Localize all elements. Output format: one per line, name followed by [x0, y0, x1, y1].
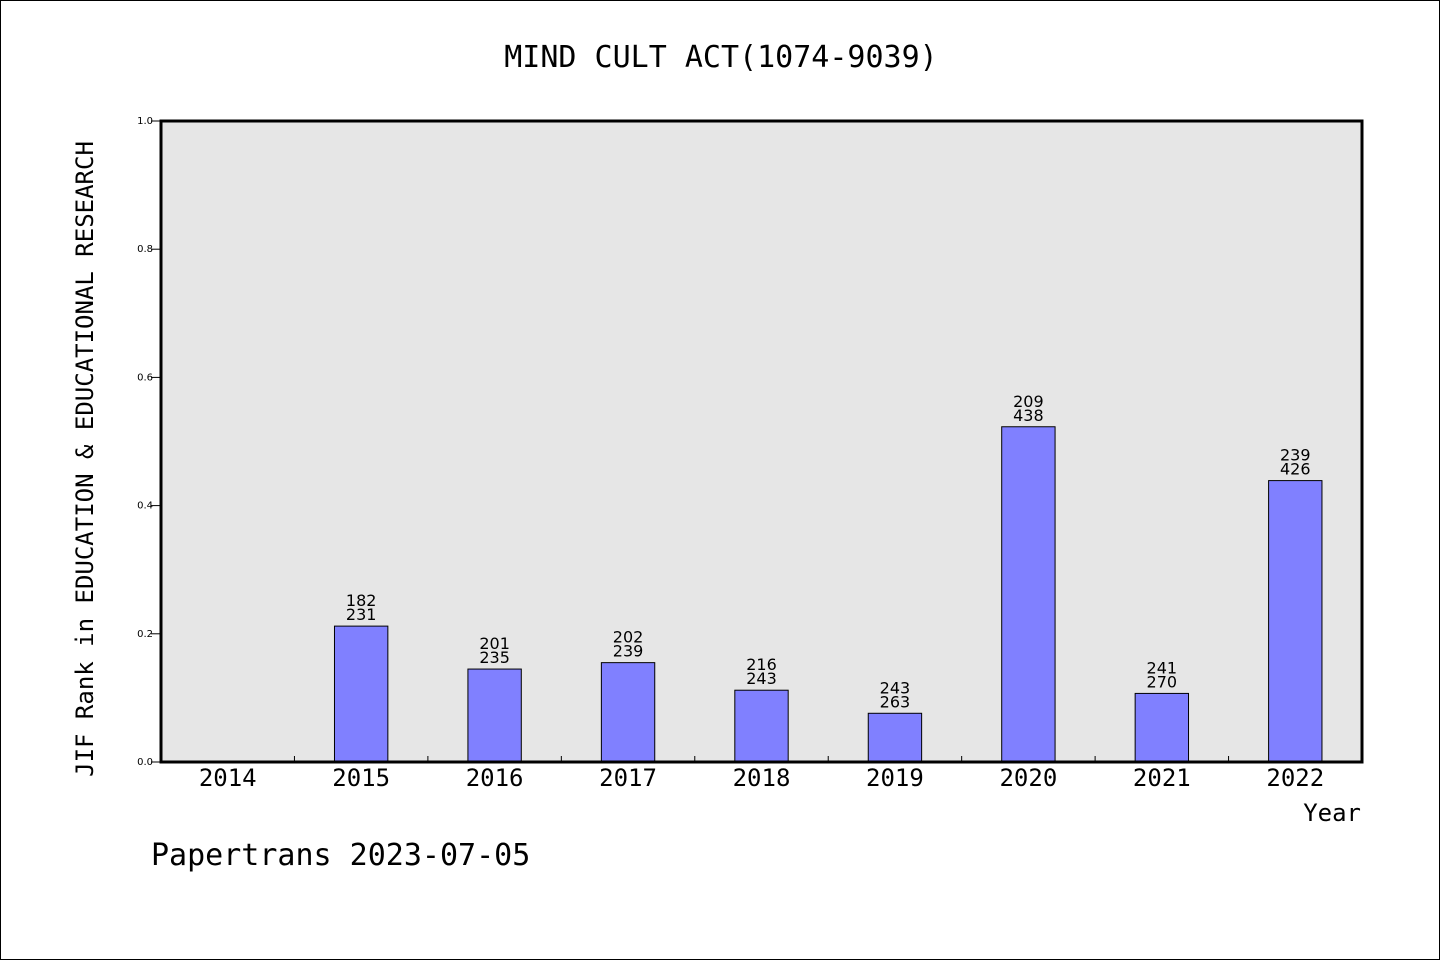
bars-group — [333, 426, 1323, 763]
bar-2022 — [1268, 480, 1323, 763]
bar-rank-label: 209 — [1013, 392, 1044, 411]
bar-2017 — [600, 662, 656, 763]
bar-2021 — [1134, 692, 1190, 763]
bar-total-label: 239 — [613, 642, 644, 661]
x-axis-label: Year — [1303, 799, 1361, 827]
bar-rank-label: 201 — [479, 634, 510, 653]
bar-rank-label: 239 — [1280, 446, 1311, 465]
bar-2020 — [1001, 426, 1056, 763]
bar-rank-label: 241 — [1147, 658, 1178, 677]
x-tick-label: 2016 — [466, 764, 524, 792]
y-axis-ticks: 0.0 0.2 0.4 0.6 0.8 1.0 — [137, 116, 161, 768]
bar-total-label: 438 — [1013, 406, 1044, 425]
y-tick-label: 0.0 — [137, 757, 153, 768]
bar-2015 — [333, 625, 389, 763]
bar-2018 — [734, 689, 789, 763]
bar-total-label: 270 — [1147, 672, 1178, 691]
y-tick-label: 1.0 — [137, 116, 153, 127]
x-tick-label: 2018 — [733, 764, 791, 792]
y-tick-label: 0.8 — [137, 244, 153, 255]
x-tick-label: 2022 — [1266, 764, 1324, 792]
bar-rank-label: 182 — [346, 591, 377, 610]
x-tick-label: 2015 — [332, 764, 390, 792]
bar-total-label: 235 — [479, 648, 510, 667]
x-tick-label: 2019 — [866, 764, 924, 792]
y-tick-label: 0.2 — [137, 629, 153, 640]
bar-rank-label: 216 — [746, 655, 777, 674]
x-tick-label: 2021 — [1133, 764, 1191, 792]
y-tick-label: 0.6 — [137, 372, 153, 383]
bar-total-label: 426 — [1280, 460, 1311, 479]
x-axis-ticks: 2014 2015 2016 2017 2018 2019 2020 2021 2022 — [199, 756, 1324, 792]
x-tick-label: 2020 — [999, 764, 1057, 792]
x-tick-label: 2014 — [199, 764, 257, 792]
footer-source: Papertrans 2023-07-05 — [151, 838, 530, 873]
bar-total-label: 263 — [880, 692, 911, 711]
bar-total-label: 231 — [346, 605, 377, 624]
bar-rank-label: 202 — [613, 628, 644, 647]
y-axis-label: JIF Rank in EDUCATION & EDUCATIONAL RESE… — [71, 141, 99, 777]
y-tick-label: 0.4 — [137, 501, 153, 512]
plot-border — [159, 119, 1364, 764]
bar-2019 — [867, 712, 923, 763]
chart-title: MIND CULT ACT(1074-9039) — [504, 40, 937, 75]
bar-2016 — [467, 668, 522, 763]
bar-rank-label: 243 — [880, 678, 911, 697]
x-tick-label: 2017 — [599, 764, 657, 792]
bar-total-label: 243 — [746, 669, 777, 688]
